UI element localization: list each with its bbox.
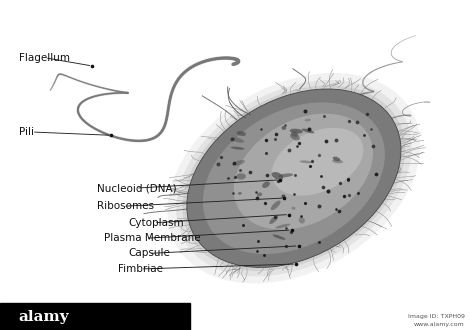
Ellipse shape bbox=[272, 128, 364, 196]
Ellipse shape bbox=[182, 85, 405, 271]
Ellipse shape bbox=[282, 126, 286, 130]
Text: Nucleoid (DNA): Nucleoid (DNA) bbox=[97, 183, 177, 193]
Ellipse shape bbox=[262, 182, 270, 188]
Text: Flagellum: Flagellum bbox=[19, 53, 70, 63]
Ellipse shape bbox=[271, 201, 281, 210]
Text: Ribosomes: Ribosomes bbox=[97, 201, 154, 211]
Ellipse shape bbox=[231, 137, 244, 143]
Ellipse shape bbox=[299, 217, 305, 223]
Ellipse shape bbox=[302, 129, 314, 133]
Ellipse shape bbox=[305, 119, 311, 121]
Ellipse shape bbox=[236, 173, 246, 180]
Ellipse shape bbox=[176, 80, 411, 276]
Ellipse shape bbox=[237, 131, 246, 136]
Ellipse shape bbox=[269, 215, 278, 224]
Ellipse shape bbox=[300, 160, 312, 163]
Ellipse shape bbox=[257, 192, 262, 196]
Text: Pili: Pili bbox=[19, 127, 34, 137]
Ellipse shape bbox=[292, 207, 295, 210]
Ellipse shape bbox=[333, 157, 340, 161]
Ellipse shape bbox=[278, 173, 293, 178]
Text: Image ID: TXPH09: Image ID: TXPH09 bbox=[408, 314, 465, 319]
Ellipse shape bbox=[232, 160, 245, 166]
Ellipse shape bbox=[234, 114, 373, 230]
Ellipse shape bbox=[273, 235, 285, 240]
Text: alamy: alamy bbox=[18, 311, 69, 324]
Text: Capsule: Capsule bbox=[128, 248, 170, 258]
Ellipse shape bbox=[291, 131, 299, 137]
Text: www.alamy.com: www.alamy.com bbox=[414, 321, 465, 327]
Ellipse shape bbox=[238, 192, 242, 195]
Text: Cytoplasm: Cytoplasm bbox=[128, 218, 183, 228]
Ellipse shape bbox=[290, 133, 300, 141]
Ellipse shape bbox=[290, 129, 303, 134]
Ellipse shape bbox=[275, 224, 291, 229]
Ellipse shape bbox=[272, 172, 283, 180]
Text: Fimbriae: Fimbriae bbox=[118, 264, 163, 274]
Bar bbox=[0, 303, 190, 330]
Ellipse shape bbox=[203, 102, 385, 254]
Ellipse shape bbox=[187, 89, 401, 267]
Text: Plasma Membrane: Plasma Membrane bbox=[104, 233, 201, 243]
Ellipse shape bbox=[167, 73, 420, 283]
Ellipse shape bbox=[332, 159, 343, 163]
Ellipse shape bbox=[231, 147, 245, 150]
